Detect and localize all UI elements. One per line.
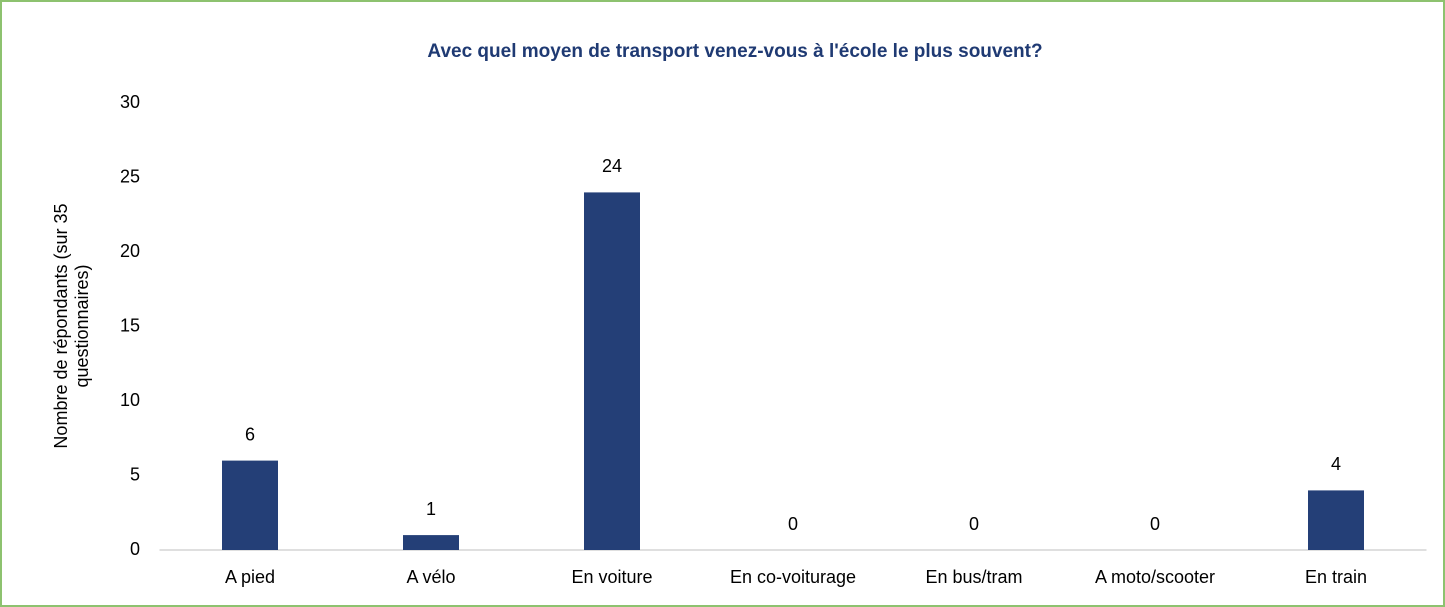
y-axis-label-line: Nombre de répondants (sur 35: [51, 203, 71, 448]
x-tick-label: En train: [1305, 567, 1367, 587]
data-label: 24: [602, 156, 622, 176]
bar: [403, 535, 459, 550]
bar: [1308, 490, 1364, 550]
data-label: 1: [426, 499, 436, 519]
y-tick-label: 15: [120, 315, 140, 335]
y-tick-label: 20: [120, 241, 140, 261]
x-tick-label: A vélo: [406, 567, 455, 587]
x-tick-label: En co-voiturage: [730, 567, 856, 587]
x-tick-label: En voiture: [571, 567, 652, 587]
y-tick-label: 5: [130, 464, 140, 484]
x-tick-label: A moto/scooter: [1095, 567, 1215, 587]
bar: [584, 192, 640, 550]
data-label: 0: [788, 514, 798, 534]
y-tick-label: 30: [120, 92, 140, 112]
data-label: 4: [1331, 454, 1341, 474]
x-tick-label: En bus/tram: [925, 567, 1022, 587]
bar: [222, 460, 278, 550]
x-tick-label: A pied: [225, 567, 275, 587]
data-label: 0: [1150, 514, 1160, 534]
data-label: 6: [245, 424, 255, 444]
y-tick-label: 10: [120, 390, 140, 410]
y-axis-label-line: questionnaires): [72, 264, 92, 387]
y-tick-label: 25: [120, 166, 140, 186]
y-tick-label: 0: [130, 539, 140, 559]
y-axis-label: Nombre de répondants (sur 35 questionnai…: [51, 203, 92, 448]
chart-title: Avec quel moyen de transport venez-vous …: [427, 41, 1042, 62]
data-label: 0: [969, 514, 979, 534]
